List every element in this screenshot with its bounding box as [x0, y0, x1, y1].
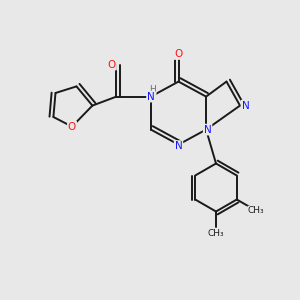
Text: N: N — [147, 92, 155, 102]
Text: CH₃: CH₃ — [208, 230, 224, 238]
Text: N: N — [242, 100, 249, 111]
Text: O: O — [174, 49, 183, 59]
Text: H: H — [149, 85, 156, 94]
Text: O: O — [108, 59, 116, 70]
Text: N: N — [204, 124, 212, 135]
Text: N: N — [175, 141, 182, 151]
Text: O: O — [68, 122, 76, 132]
Text: CH₃: CH₃ — [248, 206, 265, 215]
